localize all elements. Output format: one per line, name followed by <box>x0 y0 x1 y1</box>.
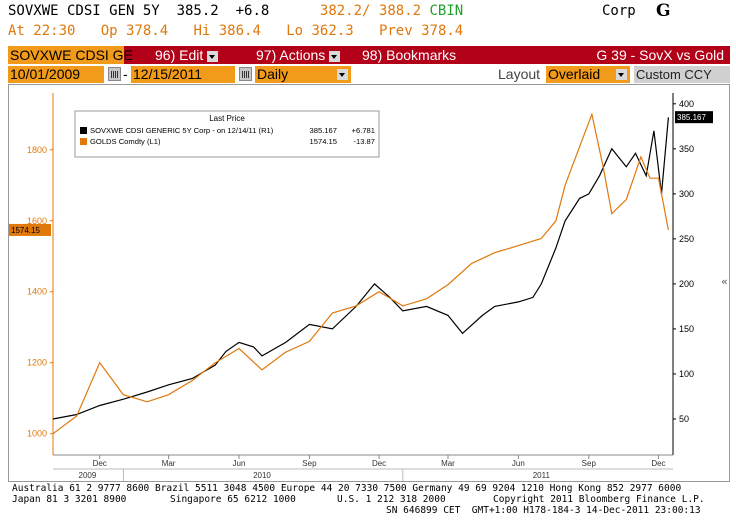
bookmarks-menu[interactable]: 98) Bookmarks <box>362 46 456 64</box>
left-axis-tick-label: 1200 <box>27 358 47 368</box>
x-axis-year-label: 2010 <box>253 471 271 480</box>
right-axis-tick-label: 300 <box>679 189 694 199</box>
legend-change-value: +6.781 <box>352 126 375 135</box>
legend-box <box>74 110 380 158</box>
calendar-icon[interactable] <box>108 67 121 81</box>
x-axis-month-label: Sep <box>582 459 597 468</box>
sovx-series-line <box>52 117 669 420</box>
price-chart: 1000 1200 1400 1600 1800 50 100 150 200 250 300 350… <box>8 84 730 482</box>
dropdown-arrow-icon <box>337 69 348 80</box>
x-axis-month-label: Mar <box>441 459 455 468</box>
left-axis-tick-label: 1000 <box>27 429 47 439</box>
layout-label: Layout <box>498 66 541 82</box>
gold-current-label: 1574.15 <box>11 226 40 235</box>
actions-menu-label: 97) Actions <box>256 47 326 63</box>
footer-us: U.S. 1 212 318 2000 <box>337 494 446 505</box>
gold-series-line <box>52 112 669 435</box>
x-axis-year-label: 2009 <box>79 471 97 480</box>
period-value: Daily <box>257 66 289 82</box>
right-axis-tick-label: 350 <box>679 144 694 154</box>
chart-canvas: 1000 1200 1400 1600 1800 50 100 150 200 250 300 350… <box>9 93 728 481</box>
x-axis-month-label: Mar <box>162 459 176 468</box>
graph-logo-icon: G <box>656 1 671 21</box>
last-price: 385.2 <box>176 3 219 19</box>
calendar-icon[interactable] <box>239 67 252 81</box>
stats-line: At 22:30 Op 378.4 Hi 386.4 Lo 362.3 Prev… <box>8 23 463 39</box>
dropdown-arrow-icon <box>207 50 219 62</box>
end-date-field[interactable]: 12/15/2011 <box>131 66 235 83</box>
right-axis-tick-label: 150 <box>679 324 694 334</box>
x-axis-month-label: Jun <box>233 459 246 468</box>
x-axis-month-label: Sep <box>302 459 317 468</box>
open-stat: Op 378.4 <box>100 23 169 39</box>
legend-title: Last Price <box>209 114 245 123</box>
layout-select[interactable]: Overlaid <box>546 66 630 83</box>
bookmarks-menu-label: 98) Bookmarks <box>362 47 457 63</box>
x-axis-month-label: Jun <box>512 459 525 468</box>
right-axis-tick-label: 200 <box>679 279 694 289</box>
ask-price: 388.2 <box>378 3 422 19</box>
bid-price: 382.2 <box>319 3 363 19</box>
layout-value: Overlaid <box>548 66 601 82</box>
footer-session: SN 646899 CET GMT+1:00 H178-184-3 14-Dec… <box>386 505 701 516</box>
legend-last-value: 1574.15 <box>310 137 337 146</box>
left-axis-tick-label: 1400 <box>27 287 47 297</box>
controls-bar: 10/01/2009 - 12/15/2011 Daily Layout Ove… <box>8 65 730 84</box>
x-axis-month-label: Dec <box>93 459 107 468</box>
dropdown-arrow-icon <box>329 50 341 62</box>
legend-series-label: SOVXWE CDSI GENERIC 5Y Corp - on 12/14/1… <box>90 126 274 135</box>
legend-swatch <box>80 127 87 134</box>
legend-change-value: -13.87 <box>353 137 375 146</box>
time-stat: At 22:30 <box>8 23 76 39</box>
net-change: +6.8 <box>235 3 270 19</box>
menu-bar: SOVXWE CDSI GE 96) Edit 97) Actions 98) … <box>8 46 730 64</box>
ticker-box-text: SOVXWE CDSI GE <box>10 47 133 63</box>
right-axis-tick-label: 100 <box>679 369 694 379</box>
left-axis-tick-label: 1600 <box>27 216 47 226</box>
expand-arrow-icon: « <box>721 275 728 288</box>
left-axis-tick-label: 1800 <box>27 145 47 155</box>
price-source: CBIN <box>429 3 464 19</box>
legend-last-value: 385.167 <box>310 126 337 135</box>
right-axis-tick-label: 250 <box>679 234 694 244</box>
high-stat: Hi 386.4 <box>193 23 261 39</box>
legend-swatch <box>80 138 87 145</box>
dropdown-arrow-icon <box>616 69 627 80</box>
period-select[interactable]: Daily <box>255 66 351 83</box>
quote-line: SOVXWE CDSI GEN 5Y 385.2 +6.8 382.2/ 388… <box>8 3 464 19</box>
sovx-current-label: 385.167 <box>677 113 706 122</box>
gold-current-badge <box>9 223 51 236</box>
market-sector: Corp <box>602 3 636 19</box>
right-axis-tick-label: 400 <box>679 99 694 109</box>
sovx-current-badge <box>675 111 713 124</box>
legend-series-label: GOLDS Comdty (L1) <box>90 137 161 146</box>
x-axis-month-label: Dec <box>372 459 386 468</box>
ticker-box[interactable]: SOVXWE CDSI GE <box>8 46 133 64</box>
footer-singapore: Singapore 65 6212 1000 <box>170 494 296 505</box>
footer-contacts-line: Australia 61 2 9777 8600 Brazil 5511 304… <box>12 483 682 494</box>
footer-japan: Japan 81 3 3201 8900 <box>12 494 127 505</box>
custom-ccy-button[interactable]: Custom CCY <box>634 66 730 83</box>
page-title: G 39 - SovX vs Gold <box>596 47 724 63</box>
start-date-field[interactable]: 10/01/2009 <box>8 66 104 83</box>
edit-menu[interactable]: 96) Edit <box>155 46 219 64</box>
right-axis-tick-label: 50 <box>679 414 689 424</box>
actions-menu[interactable]: 97) Actions <box>256 46 341 64</box>
ticker-symbol: SOVXWE CDSI GEN 5Y <box>8 3 160 19</box>
x-axis-year-label: 2011 <box>533 471 551 480</box>
footer: Australia 61 2 9777 8600 Brazil 5511 304… <box>0 482 736 527</box>
x-axis-month-label: Dec <box>651 459 665 468</box>
prev-stat: Prev 378.4 <box>378 23 464 39</box>
footer-copyright: Copyright 2011 Bloomberg Finance L.P. <box>493 494 705 505</box>
low-stat: Lo 362.3 <box>286 23 354 39</box>
quote-header: SOVXWE CDSI GEN 5Y 385.2 +6.8 382.2/ 388… <box>0 0 736 44</box>
edit-menu-label: 96) Edit <box>155 47 204 63</box>
